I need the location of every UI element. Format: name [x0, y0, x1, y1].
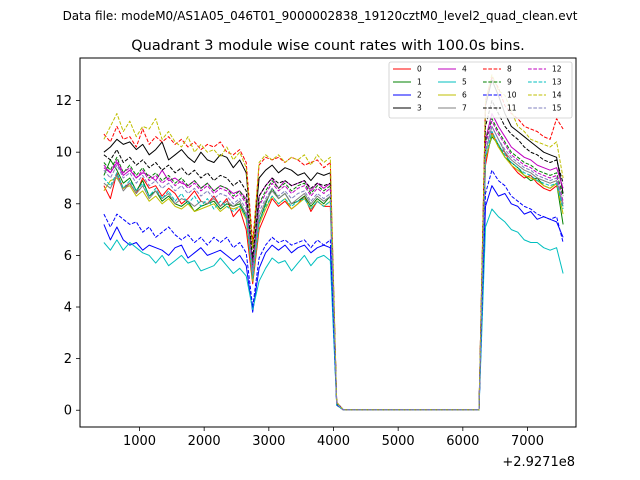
series-line-5	[103, 208, 564, 411]
x-tick-label: 3000	[252, 434, 285, 449]
x-tick-label: 6000	[446, 434, 479, 449]
data-file-suptitle: Data file: modeM0/AS1A05_046T01_90000028…	[63, 9, 578, 23]
series-line-10	[103, 169, 564, 411]
legend-label-5: 5	[462, 78, 467, 87]
series-line-2	[103, 185, 564, 411]
x-tick-label: 1000	[123, 434, 156, 449]
legend-label-8: 8	[507, 65, 512, 74]
x-tick-label: 4000	[317, 434, 350, 449]
x-tick-label: 2000	[188, 434, 221, 449]
x-tick-label: 7000	[511, 434, 544, 449]
legend-label-12: 12	[552, 65, 562, 74]
x-tick-label: 5000	[382, 434, 415, 449]
legend-label-0: 0	[417, 65, 422, 74]
y-tick-label: 2	[64, 352, 72, 367]
legend-label-1: 1	[417, 78, 422, 87]
series-line-15	[103, 125, 564, 411]
legend-label-7: 7	[462, 104, 467, 113]
series-line-13	[103, 131, 564, 411]
legend-label-11: 11	[507, 104, 517, 113]
legend-label-6: 6	[462, 91, 467, 100]
series-line-3	[103, 79, 564, 411]
series-line-14	[103, 74, 564, 411]
legend-label-13: 13	[552, 78, 562, 87]
legend-label-14: 14	[552, 91, 562, 100]
legend-label-9: 9	[507, 78, 512, 87]
x-axis: 1000 2000 3000 4000 5000 6000 7000	[123, 427, 544, 449]
legend-label-2: 2	[417, 91, 422, 100]
series-line-9	[103, 118, 564, 411]
series-line-7	[103, 125, 564, 411]
legend-label-4: 4	[462, 65, 467, 74]
y-tick-label: 12	[55, 94, 72, 109]
series-line-12	[103, 120, 564, 411]
y-tick-label: 6	[64, 249, 72, 264]
y-tick-label: 8	[64, 197, 72, 212]
legend-box	[388, 61, 573, 119]
legend-label-10: 10	[507, 91, 517, 100]
series-line-6	[103, 133, 564, 411]
y-tick-label: 10	[55, 146, 72, 161]
axes-frame	[79, 57, 577, 428]
x-offset-label: +2.9271e8	[502, 455, 575, 470]
y-tick-label: 0	[64, 404, 72, 419]
y-axis: 0 2 4 6 8 10 12	[55, 94, 80, 419]
legend-label-3: 3	[417, 104, 422, 113]
y-tick-label: 4	[64, 301, 72, 316]
series-line-11	[103, 100, 564, 411]
chart-title: Quadrant 3 module wise count rates with …	[131, 38, 525, 54]
legend-label-15: 15	[552, 104, 562, 113]
